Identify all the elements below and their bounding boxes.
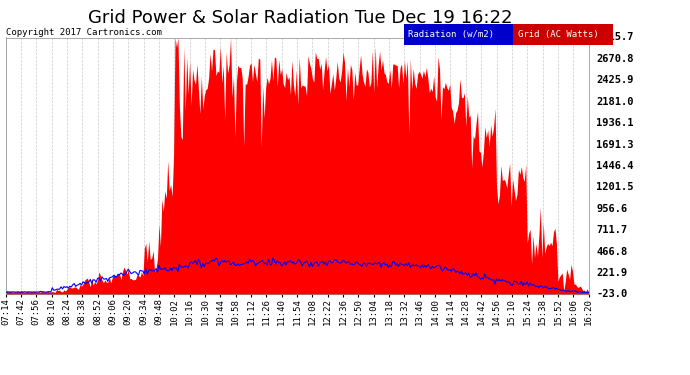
Text: 1446.4: 1446.4 (596, 161, 634, 171)
Text: 2670.8: 2670.8 (596, 54, 634, 64)
Text: 221.9: 221.9 (596, 268, 627, 278)
Text: 711.7: 711.7 (596, 225, 627, 235)
Text: Copyright 2017 Cartronics.com: Copyright 2017 Cartronics.com (6, 28, 161, 37)
Text: 1201.5: 1201.5 (596, 182, 634, 192)
Text: 956.6: 956.6 (596, 204, 627, 214)
Text: 1691.3: 1691.3 (596, 140, 634, 150)
Text: Grid Power & Solar Radiation Tue Dec 19 16:22: Grid Power & Solar Radiation Tue Dec 19 … (88, 9, 513, 27)
Text: Grid (AC Watts): Grid (AC Watts) (518, 30, 598, 39)
Text: -23.0: -23.0 (596, 290, 627, 299)
Text: 466.8: 466.8 (596, 246, 627, 256)
Text: 2181.0: 2181.0 (596, 97, 634, 107)
Text: 1936.1: 1936.1 (596, 118, 634, 128)
Text: 2425.9: 2425.9 (596, 75, 634, 86)
Text: Radiation (w/m2): Radiation (w/m2) (408, 30, 494, 39)
Text: 2915.7: 2915.7 (596, 33, 634, 42)
